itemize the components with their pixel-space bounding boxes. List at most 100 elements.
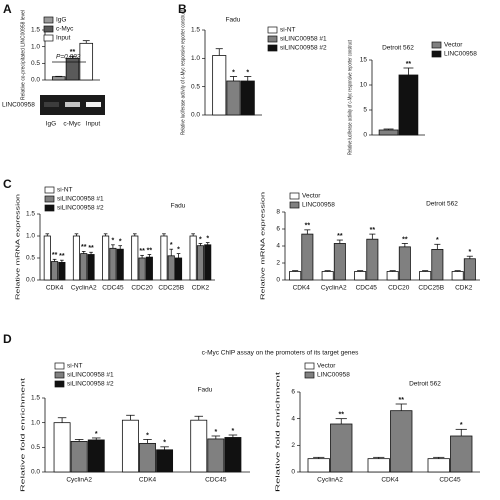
legend-swatch	[431, 41, 442, 49]
significance-mark: **	[70, 49, 76, 56]
chart-title: Detroit 562	[426, 201, 458, 208]
legend-label: LINC00958	[302, 202, 335, 209]
legend-label: Vector	[317, 363, 336, 370]
bar	[174, 257, 183, 281]
legend-label: LINC00958	[317, 372, 350, 379]
y-tick-label: 0.0	[191, 112, 200, 119]
y-tick-label: 0.5	[31, 60, 40, 67]
gel-lane-label: c-Myc	[63, 121, 81, 128]
bar	[156, 449, 174, 473]
legend-swatch	[267, 35, 278, 43]
bar	[431, 248, 444, 281]
y-tick-label: 0	[276, 277, 280, 284]
bar	[51, 261, 59, 281]
legend-label: c-Myc	[56, 26, 74, 33]
significance-mark: **	[339, 412, 345, 419]
bar	[224, 437, 242, 473]
bar	[451, 271, 464, 281]
y-tick-label: 6	[291, 389, 295, 396]
y-tick-label: 1.5	[191, 27, 200, 34]
gel-band	[86, 102, 101, 107]
bar	[160, 235, 168, 281]
bar	[102, 235, 110, 281]
y-tick-label: 0.5	[191, 83, 200, 90]
bar	[121, 419, 139, 473]
x-tick-label: CDC20	[131, 285, 153, 292]
bar	[116, 248, 124, 281]
y-tick-label: 1.5	[26, 211, 35, 218]
y-tick-label: 15	[360, 57, 368, 64]
legend-swatch	[43, 34, 54, 42]
x-tick-label: CDC45	[205, 477, 227, 484]
legend-label: si-NT	[57, 187, 73, 194]
chart-title: Fadu	[226, 17, 241, 24]
legend-label: siLINC00958 #2	[280, 45, 327, 52]
significance-mark: *	[232, 428, 235, 435]
y-tick-label: 1.0	[26, 233, 35, 240]
bar	[301, 233, 314, 281]
bar	[72, 235, 81, 281]
bar	[307, 458, 330, 473]
y-tick-label: 4	[276, 243, 280, 250]
bar	[366, 238, 379, 281]
y-tick-label: 0.5	[31, 444, 40, 451]
gel-band	[44, 102, 59, 107]
bar	[398, 246, 411, 281]
legend-swatch	[304, 371, 315, 379]
y-tick-label: 10	[360, 82, 368, 89]
significance-mark: *	[177, 246, 180, 253]
x-tick-label: CDK4	[293, 285, 311, 292]
legend-label: siLINC00958 #2	[57, 205, 104, 212]
significance-mark: *	[112, 238, 115, 245]
legend-swatch	[431, 50, 442, 58]
bar	[51, 76, 66, 81]
legend-label: siLINC00958 #1	[67, 372, 114, 379]
x-tick-label: CyclinA2	[66, 477, 92, 484]
bar	[80, 253, 88, 281]
y-tick-label: 1.5	[31, 27, 40, 34]
chart-title: Detroit 562	[409, 381, 441, 388]
significance-mark: *	[146, 432, 149, 439]
x-tick-label: CDK2	[192, 285, 210, 292]
x-tick-label: CDC45	[102, 285, 124, 292]
significance-mark: *	[119, 239, 122, 246]
bar	[43, 235, 51, 281]
bar	[240, 80, 255, 116]
x-tick-label: CyclinA2	[317, 477, 343, 484]
bar	[398, 74, 419, 136]
legend-swatch	[54, 371, 65, 379]
legend-swatch	[289, 192, 300, 200]
legend-swatch	[44, 204, 55, 212]
x-tick-label: CDK2	[455, 285, 473, 292]
x-tick-label: CDC45	[439, 477, 461, 484]
bar	[65, 57, 80, 81]
chart-title: Fadu	[198, 387, 213, 394]
panel-letter: A	[3, 2, 12, 16]
significance-mark: **	[406, 61, 412, 68]
panel-letter: B	[178, 2, 187, 16]
significance-mark: *	[246, 69, 249, 76]
legend-swatch	[44, 195, 55, 203]
significance-mark: *	[95, 431, 98, 438]
significance-mark: *	[460, 422, 463, 429]
legend-swatch	[267, 44, 278, 52]
legend-swatch	[43, 16, 54, 24]
y-tick-label: 1.5	[31, 395, 40, 402]
bar	[289, 271, 302, 281]
section-title: c-Myc ChIP assay on the promoters of its…	[202, 350, 359, 357]
x-tick-label: CDC25B	[158, 285, 184, 292]
y-axis-label: Relative mRNA expression	[15, 194, 21, 300]
significance-mark: **	[139, 248, 145, 255]
x-tick-label: CDC20	[388, 285, 410, 292]
significance-mark: **	[370, 227, 376, 234]
y-tick-label: 0.5	[26, 255, 35, 262]
significance-mark: *	[170, 242, 173, 249]
legend-label: Input	[56, 35, 71, 42]
significance-mark: **	[52, 252, 58, 259]
legend-label: siLINC00958 #1	[57, 196, 104, 203]
bar	[87, 439, 105, 473]
y-axis-label: Relative co-precipitated LINC00958 level	[20, 10, 26, 100]
significance-mark: *	[436, 237, 439, 244]
y-tick-label: 2	[291, 442, 295, 449]
